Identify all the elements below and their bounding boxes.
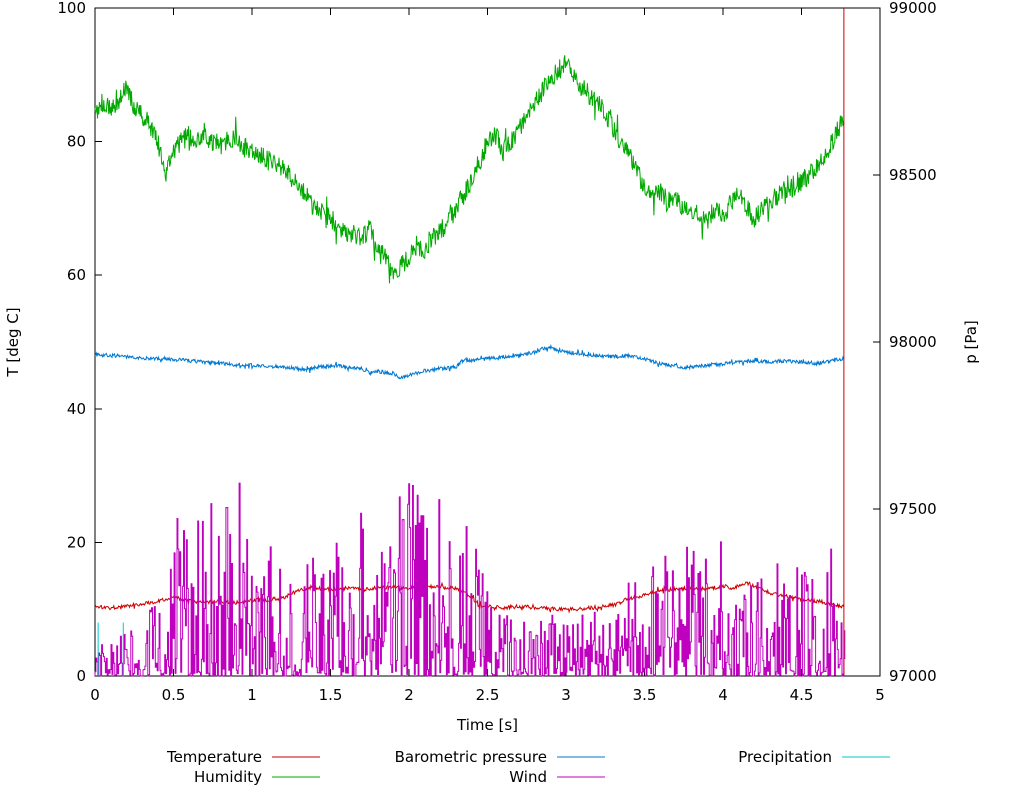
y-left-axis-title: T [deg C] [4,307,22,377]
y-right-tick-label: 97000 [889,667,937,685]
series-humidity-line [94,55,845,284]
legend-label-wind: Wind [509,768,547,786]
series-wind-line [94,482,846,677]
y-left-tick-label: 80 [67,133,86,151]
plot-border [94,7,881,677]
x-tick-label: 0 [90,686,100,704]
x-tick-label: 4 [718,686,728,704]
y-right-tick-label: 99000 [889,0,937,17]
y-left-tick-label: 0 [76,667,86,685]
x-axis-title: Time [s] [456,716,518,734]
series-barometric-pressure-line [94,343,845,380]
legend-label-precipitation: Precipitation [738,748,832,766]
x-tick-label: 4.5 [790,686,814,704]
y-right-tick-label: 97500 [889,500,937,518]
y-left-tick-label: 60 [67,266,86,284]
legend-label-humidity: Humidity [194,768,262,786]
x-tick-label: 5 [875,686,885,704]
x-tick-label: 3.5 [633,686,657,704]
y-left-tick-label: 100 [57,0,86,17]
y-right-tick-label: 98000 [889,333,937,351]
y-right-axis-title: p [Pa] [962,320,980,364]
x-tick-label: 0.5 [162,686,186,704]
x-tick-label: 1 [247,686,257,704]
x-tick-label: 2.5 [476,686,500,704]
y-right-tick-label: 98500 [889,166,937,184]
legend-label-temperature: Temperature [166,748,262,766]
y-left-tick-label: 20 [67,533,86,551]
x-tick-label: 2 [404,686,414,704]
x-tick-label: 3 [561,686,571,704]
legend-label-barometric-pressure: Barometric pressure [395,748,547,766]
series-temperature-line [94,581,845,614]
y-left-tick-label: 40 [67,400,86,418]
x-tick-label: 1.5 [319,686,343,704]
